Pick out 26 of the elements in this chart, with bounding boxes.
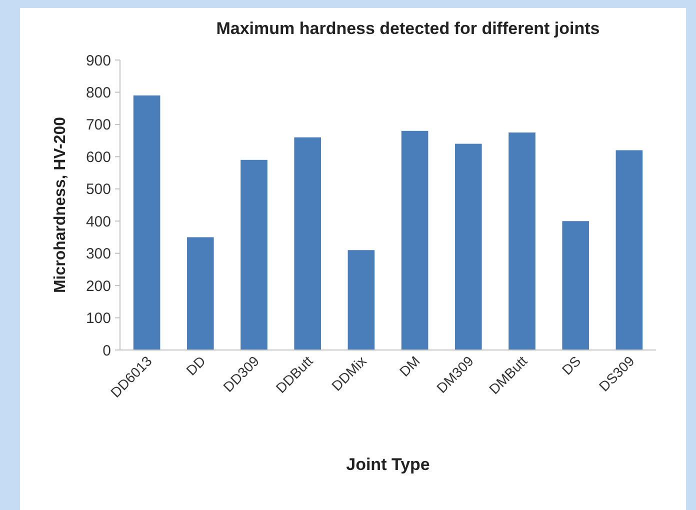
- bar: [348, 250, 375, 350]
- x-tick-label: DD: [182, 352, 209, 378]
- bar: [133, 95, 160, 350]
- x-tick-label: DS: [558, 352, 584, 378]
- y-tick-label: 200: [86, 278, 111, 295]
- bar: [294, 137, 321, 350]
- x-tick-label: DM: [396, 352, 423, 380]
- x-axis-title: Joint Type: [346, 455, 430, 474]
- y-tick-label: 100: [86, 310, 111, 328]
- y-tick-label: 600: [86, 148, 111, 166]
- y-tick-label: 800: [86, 84, 111, 102]
- bar: [455, 144, 482, 350]
- bar: [240, 160, 268, 350]
- y-tick-label: 0: [102, 342, 111, 360]
- bar: [187, 237, 214, 350]
- bar: [508, 132, 536, 350]
- y-tick-label: 400: [86, 213, 111, 230]
- y-axis-title: Microhardness, HV-200: [52, 116, 69, 294]
- bar: [562, 221, 589, 350]
- chart-title: Maximum hardness detected for different joints: [216, 19, 600, 38]
- bar: [401, 130, 428, 350]
- y-tick-label: 700: [86, 116, 111, 134]
- y-tick-label: 900: [86, 52, 111, 70]
- y-tick-label: 500: [86, 181, 111, 198]
- bar: [616, 150, 643, 350]
- y-tick-label: 300: [86, 246, 111, 263]
